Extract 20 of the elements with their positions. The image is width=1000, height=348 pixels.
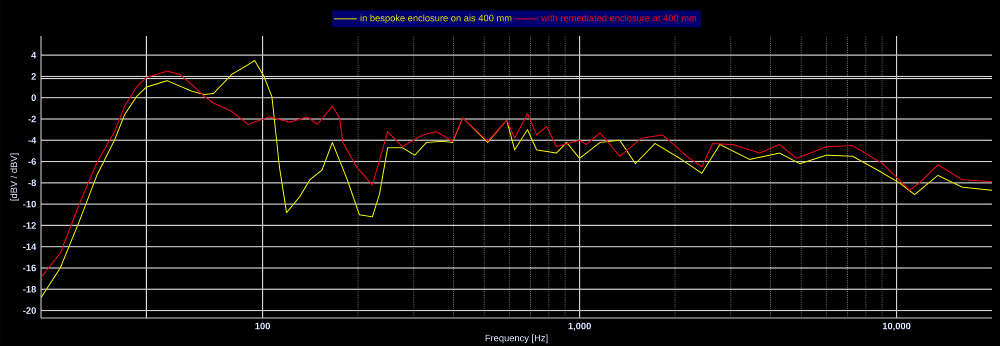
y-tick-label: -2 — [28, 116, 36, 122]
x-tick-label: 100 — [255, 322, 270, 330]
y-axis-title: [dBV / dBV] — [10, 154, 19, 201]
y-tick-label: -18 — [23, 286, 36, 293]
y-tick-label: 4 — [31, 52, 36, 59]
y-tick-label: -14 — [23, 244, 36, 250]
x-tick-label: 1,000 — [568, 322, 591, 331]
x-axis-title: Frequency [Hz] — [486, 334, 548, 344]
y-tick-label: -20 — [23, 307, 36, 314]
y-tick-label: 2 — [31, 73, 36, 80]
x-tick-label: 10,000 — [882, 322, 910, 331]
y-tick-label: -8 — [28, 180, 36, 186]
legend-label: in bespoke enclosure on ais 400 mm — [360, 14, 512, 24]
y-tick-label: -16 — [23, 264, 36, 272]
y-tick-label: -4 — [28, 137, 36, 144]
y-tick-label: -6 — [28, 158, 36, 166]
y-tick-label: -12 — [23, 222, 36, 229]
y-tick-label: 0 — [31, 94, 36, 102]
y-tick-label: -10 — [23, 201, 36, 208]
legend-label: with remediated enclosure at 400 mm — [541, 14, 696, 22]
